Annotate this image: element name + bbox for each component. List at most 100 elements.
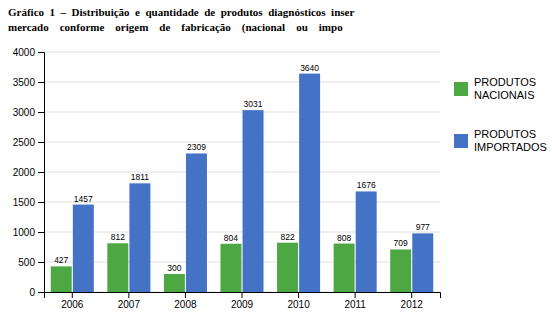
title-line: mercado conforme origem de fabricação (n… (8, 21, 343, 34)
data-label: 812 (111, 232, 125, 242)
tick-label: 1000 (13, 227, 36, 238)
data-label: 1457 (74, 194, 93, 204)
tick: 2009 (231, 292, 254, 310)
data-label: 808 (337, 233, 351, 243)
legend-swatch (454, 134, 468, 148)
legend-label-line: NACIONAIS (474, 88, 535, 100)
data-label: 977 (416, 222, 430, 232)
data-label: 427 (54, 255, 68, 265)
tick-mark (38, 142, 44, 143)
bar (220, 244, 241, 292)
bar (334, 244, 355, 292)
bar (73, 205, 94, 292)
tick: 2012 (401, 292, 424, 310)
tick-label: 2007 (118, 299, 141, 310)
legend-label: PRODUTOSIMPORTADOS (474, 127, 547, 152)
tick: 2011 (344, 292, 366, 310)
title: Gráfico 1 – Distribuição e quantidade de… (8, 6, 354, 34)
tick-mark (411, 292, 412, 298)
bar (390, 249, 411, 292)
legend-swatch (454, 82, 468, 96)
tick-mark (355, 292, 356, 298)
series (73, 74, 433, 292)
data-label: 804 (224, 233, 238, 243)
legend-label-line: PRODUTOS (474, 75, 536, 87)
grid-line (44, 172, 440, 173)
tick-mark (242, 292, 243, 298)
x-axis: 2006 2007 2008 2009 2010 2011 2012 (45, 292, 441, 310)
tick-mark (38, 202, 44, 203)
grid-line (44, 202, 440, 203)
grid-line (44, 142, 440, 143)
plot: 0 500 1000 1500 2000 2500 3000 3500 4000 2006 2007… (13, 47, 441, 310)
tick: 2010 (287, 292, 310, 310)
tick: 3000 (13, 107, 44, 118)
tick-mark (128, 292, 129, 298)
data-label: 822 (280, 232, 294, 242)
tick-label: 0 (29, 287, 35, 298)
tick-mark (72, 292, 73, 298)
tick-label: 500 (18, 257, 35, 268)
tick-label: 2006 (61, 299, 84, 310)
tick-mark (38, 292, 44, 293)
data-label: 2309 (187, 142, 206, 152)
tick: 2008 (174, 292, 197, 310)
tick-label: 3500 (13, 77, 36, 88)
data-label: 300 (167, 263, 181, 273)
bar (186, 153, 207, 292)
legend-label-line: IMPORTADOS (474, 140, 547, 152)
tick-label: 4000 (13, 47, 36, 58)
axis-domain (45, 293, 441, 299)
tick-mark (38, 52, 44, 53)
bar (277, 243, 298, 292)
tick-mark (185, 292, 186, 298)
data-label: 709 (394, 238, 408, 248)
grid-line (44, 52, 440, 53)
grid-line (44, 262, 440, 263)
tick-label: 2009 (231, 299, 254, 310)
tick-label: 3000 (13, 107, 36, 118)
tick: 4000 (13, 47, 44, 58)
tick-mark (38, 82, 44, 83)
legend-label-line: PRODUTOS (474, 127, 536, 139)
tick-mark (38, 232, 44, 233)
data-label: 1811 (131, 172, 150, 182)
data-labels: 427 812 300 804 822 808 709 1457 1811 2309 3031 364… (54, 63, 430, 273)
tick: 2500 (13, 137, 44, 148)
legend-item: PRODUTOSIMPORTADOS (454, 127, 547, 152)
tick-label: 2500 (13, 137, 36, 148)
data-label: 1676 (357, 180, 376, 190)
tick-mark (38, 112, 44, 113)
bar (164, 274, 185, 292)
data-label: 3031 (244, 99, 263, 109)
tick: 1500 (13, 197, 44, 208)
data-label: 3640 (300, 63, 319, 73)
grid (44, 52, 440, 292)
tick-mark (38, 172, 44, 173)
tick: 2006 (61, 292, 84, 310)
grid-line (44, 232, 440, 233)
tick-mark (38, 262, 44, 263)
bars (51, 74, 433, 292)
tick: 1000 (13, 227, 44, 238)
tick-label: 2008 (174, 299, 197, 310)
tick-label: 2000 (13, 167, 36, 178)
bar (412, 233, 433, 292)
tick: 500 (18, 257, 44, 268)
title-line: Gráfico 1 – Distribuição e quantidade de… (8, 6, 354, 18)
tick: 0 (29, 287, 44, 298)
tick: 2007 (118, 292, 141, 310)
bar (129, 183, 150, 292)
bar (356, 191, 377, 292)
tick-label: 2010 (287, 299, 310, 310)
y-axis: 0 500 1000 1500 2000 2500 3000 3500 4000 (13, 47, 45, 298)
legend-label: PRODUTOSNACIONAIS (474, 75, 536, 100)
legend: PRODUTOSNACIONAISPRODUTOSIMPORTADOS (454, 75, 547, 152)
chart: Gráfico 1 – Distribuição e quantidade de… (0, 0, 552, 316)
bar (107, 243, 128, 292)
bar (299, 74, 320, 292)
tick-label: 2011 (344, 299, 366, 310)
bar (51, 266, 72, 292)
tick-mark (298, 292, 299, 298)
grid-line (44, 82, 440, 83)
